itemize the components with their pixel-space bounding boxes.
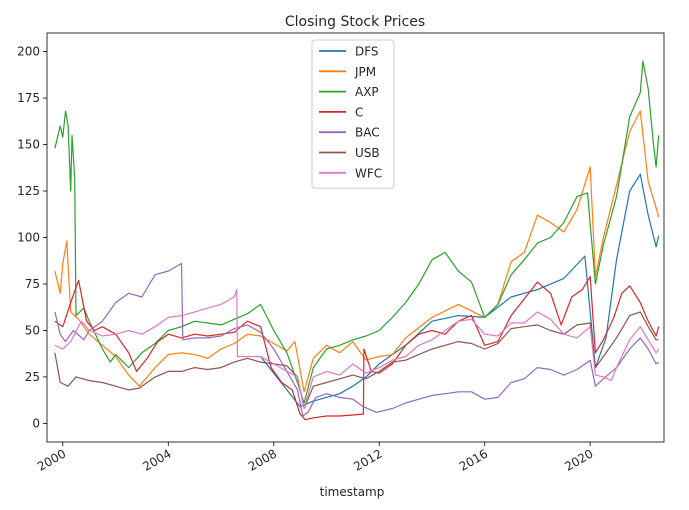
legend-label: BAC	[355, 126, 380, 140]
y-tick-label: 75	[25, 277, 40, 291]
legend-label: AXP	[355, 85, 379, 99]
y-tick-label: 50	[25, 323, 40, 337]
series-line-c	[54, 275, 660, 421]
legend-label: WFC	[355, 166, 382, 180]
series-line-jpm	[54, 110, 660, 393]
series-line-axp	[54, 60, 660, 404]
y-tick-label: 150	[17, 138, 40, 152]
chart-title: Closing Stock Prices	[285, 14, 425, 30]
y-tick-label: 100	[17, 231, 40, 245]
legend-label: C	[355, 105, 363, 119]
y-tick-label: 25	[25, 370, 40, 384]
series-lines	[54, 60, 660, 421]
legend-label: USB	[355, 146, 380, 160]
y-tick-label: 200	[17, 45, 40, 59]
series-line-wfc	[54, 289, 660, 410]
x-axis-title: timestamp	[320, 485, 385, 499]
y-tick-label: 175	[17, 91, 40, 105]
legend-box	[311, 39, 395, 189]
series-line-bac	[54, 262, 660, 417]
series-line-usb	[54, 311, 659, 410]
legend-label: DFS	[355, 45, 379, 59]
legend: DFS JPM AXP C BAC USB WFC	[311, 39, 395, 189]
y-tick-label: 0	[32, 416, 40, 430]
legend-label: JPM	[354, 65, 376, 79]
y-tick-label: 125	[17, 184, 40, 198]
